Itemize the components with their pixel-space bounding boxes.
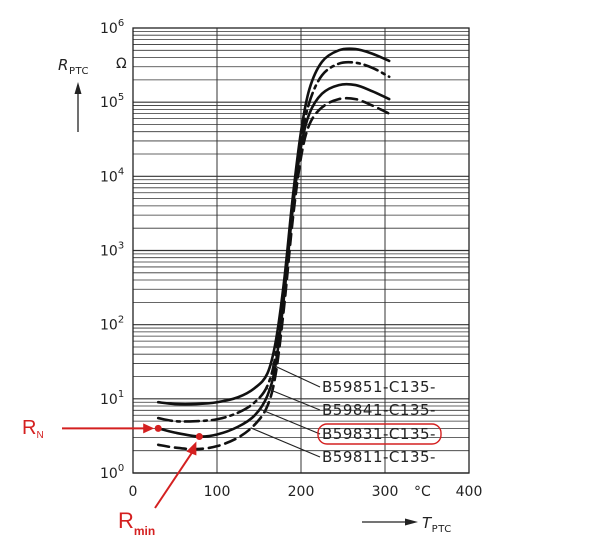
y-tick-base: 10: [100, 392, 118, 408]
leader-line: [269, 363, 321, 388]
x-tick-label: 400: [456, 484, 483, 500]
series-label: B59841-C135-: [322, 401, 436, 419]
grid: [132, 28, 470, 474]
y-axis-label: RPTC: [58, 56, 89, 77]
series-curve: [156, 47, 391, 406]
y-tick-exponent: 2: [118, 315, 124, 326]
rmin-arrow-line: [154, 450, 195, 509]
y-tick-base: 10: [100, 318, 118, 334]
plot-frame: [132, 27, 470, 474]
y-arrow-icon: [74, 82, 82, 132]
series-label: B59831-C135-: [322, 425, 436, 443]
y-tick-label: 104: [100, 166, 124, 185]
rmin-label: Rmin: [118, 508, 155, 538]
y-tick-exponent: 6: [118, 18, 124, 29]
x-axis-unit: °C: [414, 484, 431, 500]
y-tick-exponent: 1: [118, 389, 124, 400]
leader-line: [250, 427, 321, 458]
highlight-ellipse: [317, 423, 442, 445]
rmin-arrow-icon: [186, 441, 197, 456]
y-axis-unit: Ω: [116, 56, 127, 72]
series-curve: [156, 60, 391, 423]
y-tick-exponent: 0: [118, 463, 124, 474]
x-tick-label: 100: [204, 484, 231, 500]
rmin-label-sub: min: [134, 524, 155, 538]
leader-line: [258, 408, 321, 435]
y-tick-label: 103: [100, 241, 124, 260]
leader-lines: [250, 363, 321, 458]
curves: [156, 47, 391, 451]
series-curve: [156, 96, 391, 451]
rn-label-sub: N: [36, 430, 43, 441]
series-label: B59811-C135-: [322, 448, 436, 466]
y-tick-exponent: 4: [118, 166, 124, 177]
x-tick-labels: 0 100 200 300 400: [129, 484, 483, 500]
rn-arrow-icon: [143, 423, 155, 434]
y-tick-base: 10: [100, 21, 118, 37]
rn-label: RN: [22, 417, 44, 441]
leader-line: [265, 387, 321, 411]
x-tick-label: 200: [288, 484, 315, 500]
series-label: B59851-C135-: [322, 378, 436, 396]
y-tick-exponent: 5: [118, 92, 124, 103]
y-tick-base: 10: [100, 466, 118, 482]
y-tick-label: 106: [100, 18, 124, 37]
rn-label-main: R: [22, 417, 36, 439]
y-tick-label: 101: [100, 389, 124, 408]
y-tick-base: 10: [100, 244, 118, 260]
series-labels: B59851-C135- B59841-C135- B59831-C135- B598…: [317, 378, 442, 466]
y-tick-label: 102: [100, 315, 124, 334]
rmin-label-main: R: [118, 508, 134, 533]
rmin-marker: [195, 433, 203, 441]
x-arrow-icon: [362, 518, 418, 526]
x-tick-label: 0: [129, 484, 138, 500]
y-tick-label: 105: [100, 92, 124, 111]
rn-marker: [154, 424, 162, 432]
y-tick-label: 100: [100, 463, 124, 482]
y-tick-exponent: 3: [118, 241, 124, 252]
x-axis-label: TPTC: [422, 514, 452, 535]
y-tick-base: 10: [100, 169, 118, 185]
x-tick-label: 300: [372, 484, 399, 500]
y-tick-base: 10: [100, 95, 118, 111]
